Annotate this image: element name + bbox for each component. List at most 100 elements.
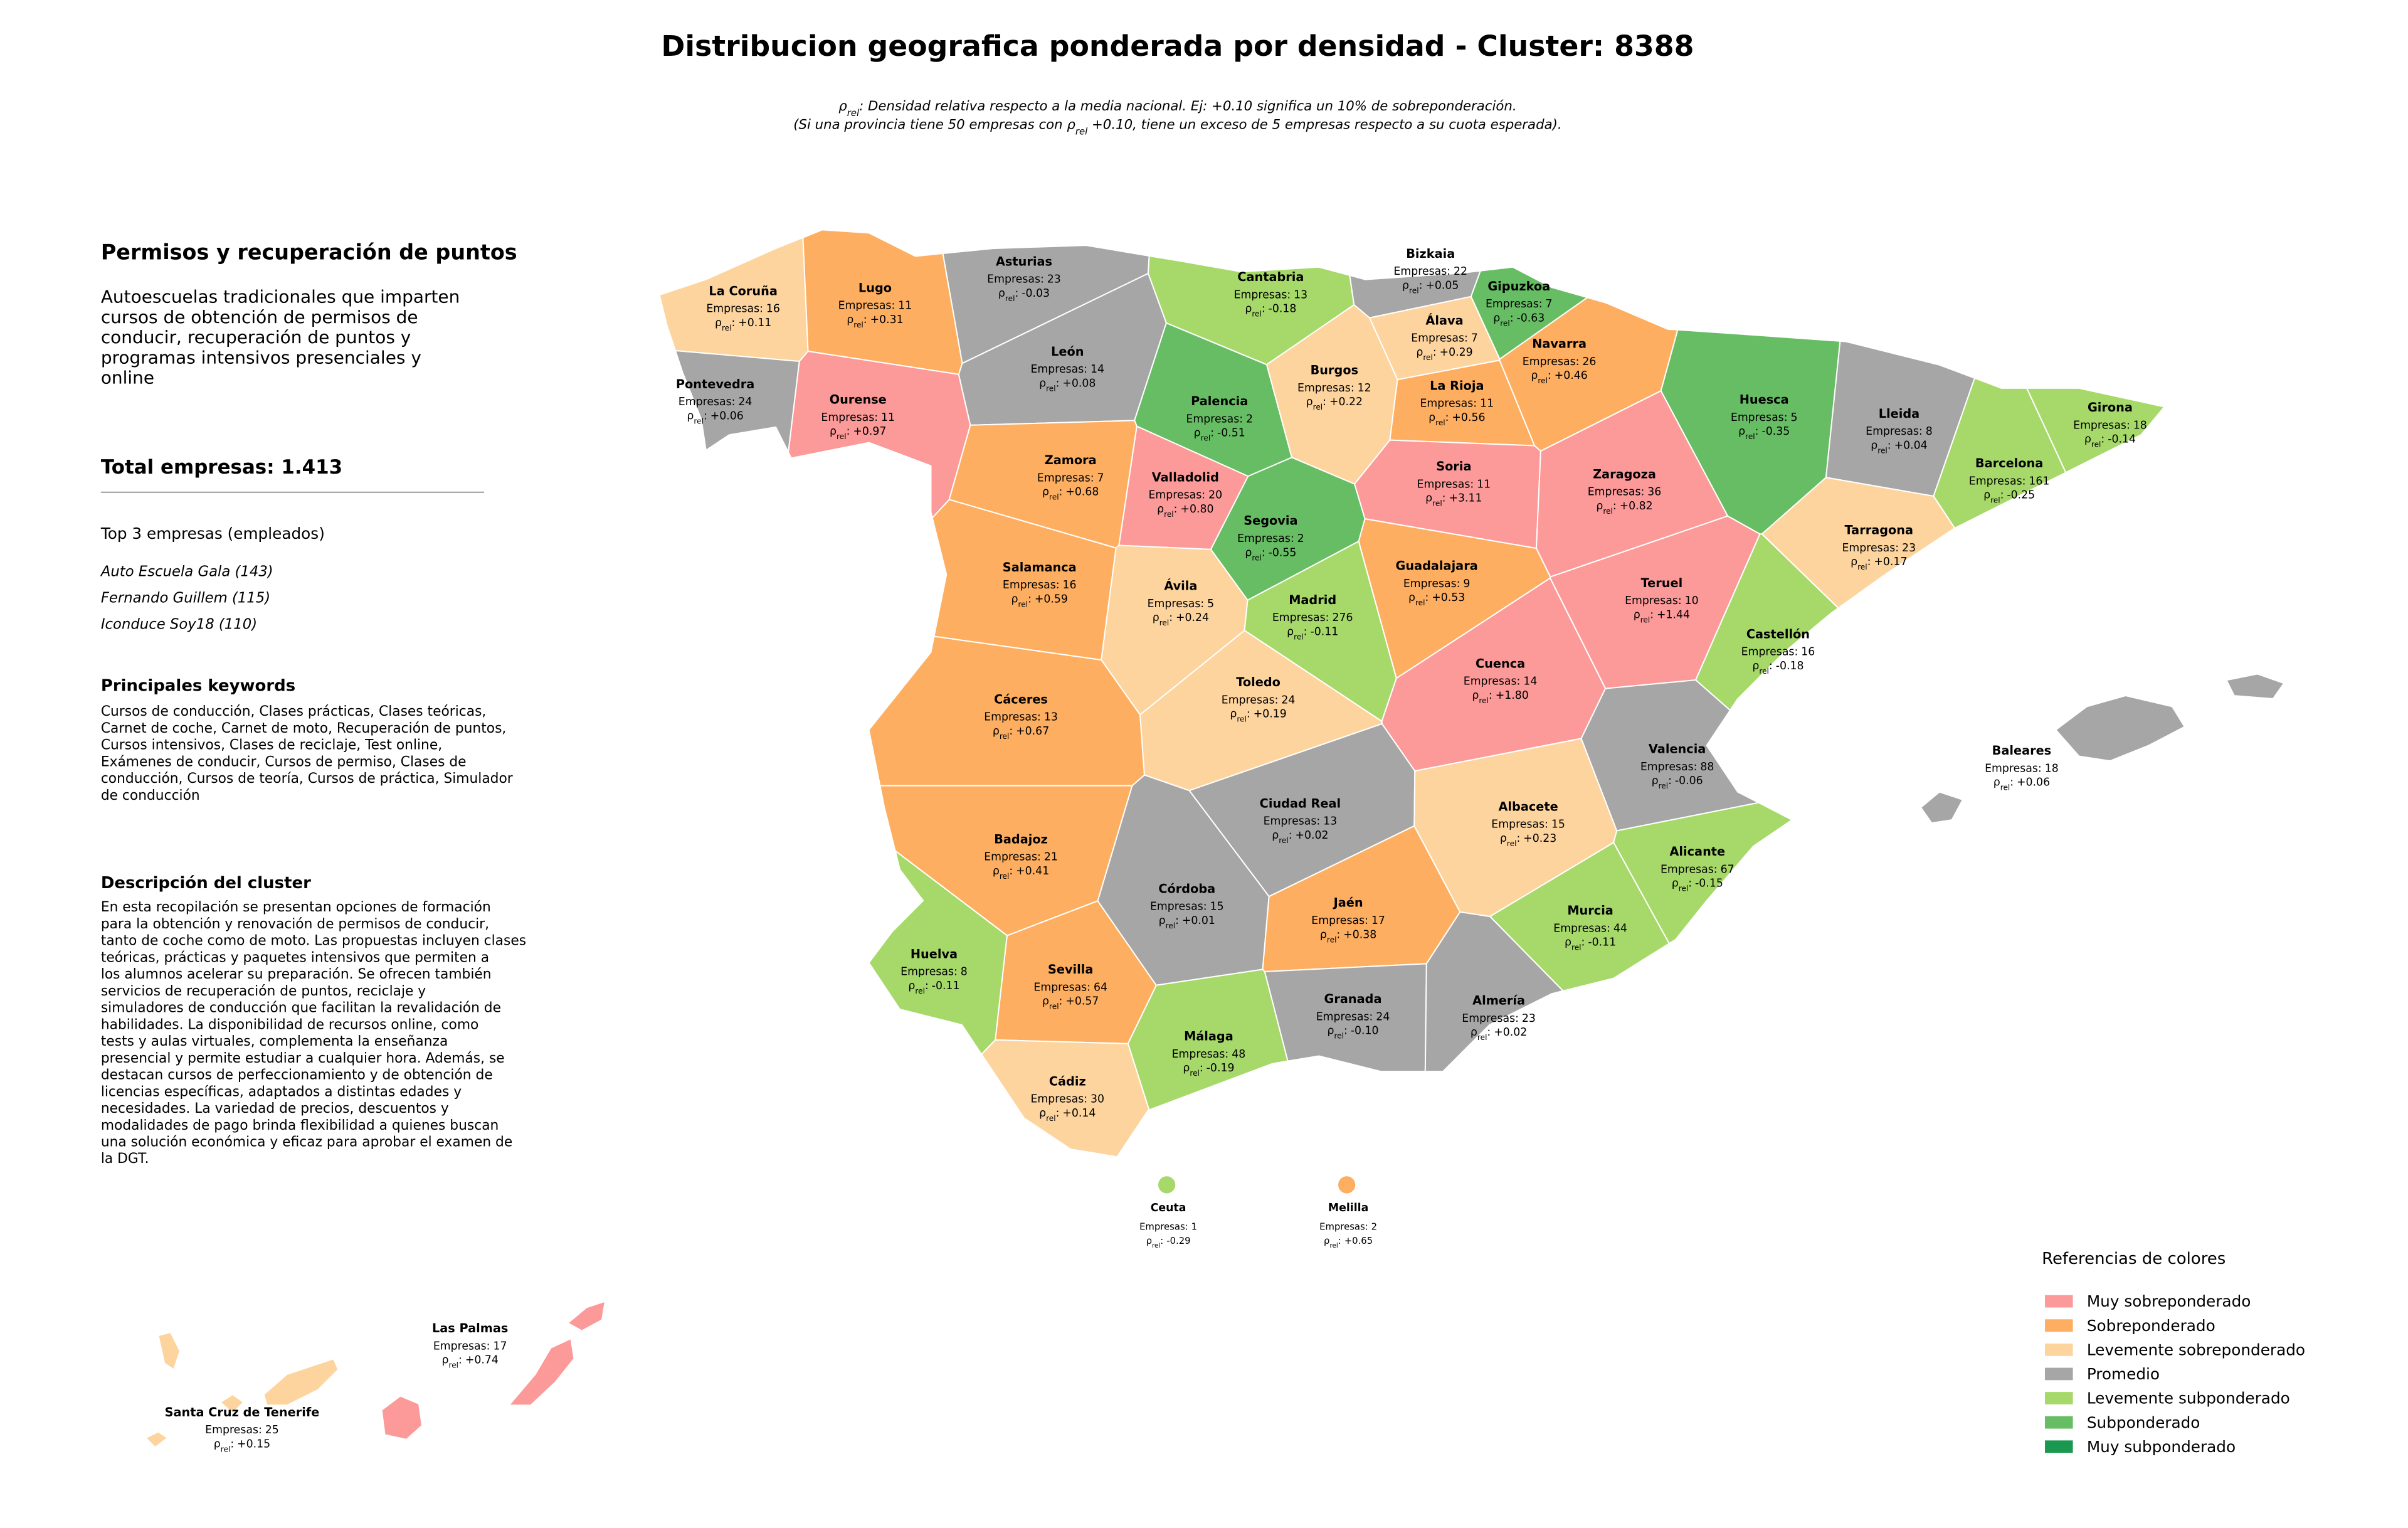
region-companies: Empresas: 23 <box>1842 542 1916 554</box>
region-rho: ρrel: +0.01 <box>1159 915 1215 930</box>
legend-label: Levemente subponderado <box>2087 1389 2290 1408</box>
region-companies: Empresas: 11 <box>821 411 895 424</box>
region-companies: Empresas: 14 <box>1464 676 1538 688</box>
region-companies: Empresas: 16 <box>1741 646 1815 659</box>
region-companies: Empresas: 44 <box>1553 922 1627 935</box>
description: servicios de recuperación de puntos, rec… <box>101 984 426 999</box>
region-rho: ρrel: +0.53 <box>1408 592 1465 607</box>
rho-value: +0.02 <box>1296 829 1329 842</box>
legend-label: Sobreponderado <box>2087 1317 2215 1335</box>
rho-sub: rel <box>1990 496 2000 505</box>
region-name: Almería <box>1472 994 1525 1008</box>
companies-label: Empresas: <box>984 711 1041 724</box>
region-name: Baleares <box>1992 743 2052 758</box>
region-rho: ρrel: +0.19 <box>1230 708 1286 724</box>
companies-label: Empresas: <box>838 300 895 312</box>
region-name: Soria <box>1436 459 1471 474</box>
rho-symbol: ρ <box>1194 427 1201 440</box>
rho-symbol: ρ <box>1159 915 1166 927</box>
description-title: Descripción del cluster <box>101 874 311 893</box>
rho-symbol: ρ <box>1425 492 1432 505</box>
companies-label: Empresas: <box>1523 356 1580 368</box>
companies-value: 14 <box>1090 363 1104 376</box>
region-rho: ρrel: +0.02 <box>1272 829 1328 845</box>
region-rho: ρrel: +3.11 <box>1425 492 1482 508</box>
region-rho: ρrel: -0.11 <box>1565 936 1616 952</box>
region-name: Ciudad Real <box>1260 796 1341 810</box>
rho-sub: rel <box>1857 563 1867 571</box>
rho-symbol: ρ <box>1245 303 1252 316</box>
rho-symbol: ρ <box>1042 486 1049 499</box>
rho-sep: : <box>1487 1026 1491 1039</box>
description: necesidades. La variedad de precios, des… <box>101 1101 449 1117</box>
region-rho: ρrel: +0.22 <box>1306 396 1363 411</box>
region-name: Ourense <box>830 393 887 407</box>
companies-value: 8 <box>961 966 968 979</box>
rho-symbol: ρ <box>1153 612 1159 624</box>
rho-sep: : <box>731 317 735 329</box>
region-companies: Empresas: 18 <box>2073 419 2147 432</box>
region-rho: ρrel: +0.11 <box>715 317 771 332</box>
region-name: Alicante <box>1669 844 1725 859</box>
rho-value: +0.11 <box>738 317 771 329</box>
rho-sub: rel <box>1049 493 1059 502</box>
rho-symbol: ρ <box>1472 689 1479 702</box>
description: teóricas, prácticas y paquetes intensivo… <box>101 950 489 965</box>
rho-sep: : <box>1028 593 1032 606</box>
companies-label: Empresas: <box>984 851 1041 863</box>
rho-sub: rel <box>1571 943 1582 952</box>
region-name: Navarra <box>1532 337 1587 351</box>
companies-value: 15 <box>1210 901 1224 913</box>
companies-value: 64 <box>1094 981 1107 994</box>
legend-label: Promedio <box>2087 1365 2160 1383</box>
rho-value: +0.14 <box>1062 1107 1096 1120</box>
rho-sep: : <box>1262 303 1265 316</box>
companies-value: 7 <box>1546 298 1553 310</box>
legend-label: Muy sobreponderado <box>2087 1292 2251 1310</box>
region-rho: ρrel: -0.11 <box>908 980 959 995</box>
description: licencias específicas, adaptados a disti… <box>101 1084 462 1100</box>
rho-value: -0.06 <box>1675 775 1703 787</box>
rho-sub: rel <box>1005 294 1015 303</box>
rho-sub: rel <box>1252 553 1262 562</box>
legend-swatch <box>2045 1440 2073 1453</box>
rho-sep: : <box>1582 936 1585 949</box>
legend-swatch <box>2045 1367 2073 1381</box>
companies-value: 5 <box>1790 411 1797 424</box>
rho-sub: rel <box>449 1361 459 1370</box>
rho-value: +0.02 <box>1494 1026 1527 1039</box>
rho-sub: rel <box>1046 1114 1056 1123</box>
rho-sep: : <box>1888 439 1891 452</box>
rho-symbol: ρ <box>1752 660 1759 672</box>
rho-sep: : <box>1336 928 1340 941</box>
companies-label: Empresas: <box>1969 475 2026 487</box>
subtitle-note: (Si una provincia tiene 50 empresas con … <box>793 117 1561 137</box>
region <box>145 1332 339 1448</box>
rho-value: -0.29 <box>1166 1236 1190 1246</box>
rho-sub: rel <box>1294 633 1304 642</box>
companies-value: 23 <box>1902 542 1916 554</box>
region-name: Zaragoza <box>1593 467 1656 481</box>
legend-label: Levemente sobreponderado <box>2087 1340 2305 1359</box>
region-companies: Empresas: 20 <box>1148 489 1222 502</box>
rho-value: -0.35 <box>1761 425 1790 438</box>
region-rho: ρrel: +0.56 <box>1428 411 1485 427</box>
companies-value: 18 <box>2133 419 2147 432</box>
companies-value: 2 <box>1246 413 1253 425</box>
rho-sep: : <box>1510 312 1514 324</box>
rho-sub: rel <box>1329 1242 1338 1249</box>
page-title: Distribucion geografica ponderada por de… <box>661 29 1694 63</box>
rho-sub: rel <box>1327 935 1337 944</box>
rho-sep: : <box>1056 377 1060 390</box>
rho-sub: rel <box>1190 1069 1200 1078</box>
region-name: Murcia <box>1567 903 1613 918</box>
region-rho: ρrel: -0.18 <box>1752 660 1803 676</box>
region-name: Cádiz <box>1049 1074 1086 1088</box>
companies-label: Empresas: <box>1640 761 1698 773</box>
region-rho: ρrel: +0.68 <box>1042 486 1099 502</box>
rho-sub: rel <box>1423 353 1433 362</box>
region-companies: Empresas: 24 <box>679 396 752 408</box>
note-part: : Densidad relativa respecto a la media … <box>859 98 1517 114</box>
region-companies: Empresas: 5 <box>1731 411 1798 424</box>
rho-value: +0.68 <box>1065 486 1099 499</box>
